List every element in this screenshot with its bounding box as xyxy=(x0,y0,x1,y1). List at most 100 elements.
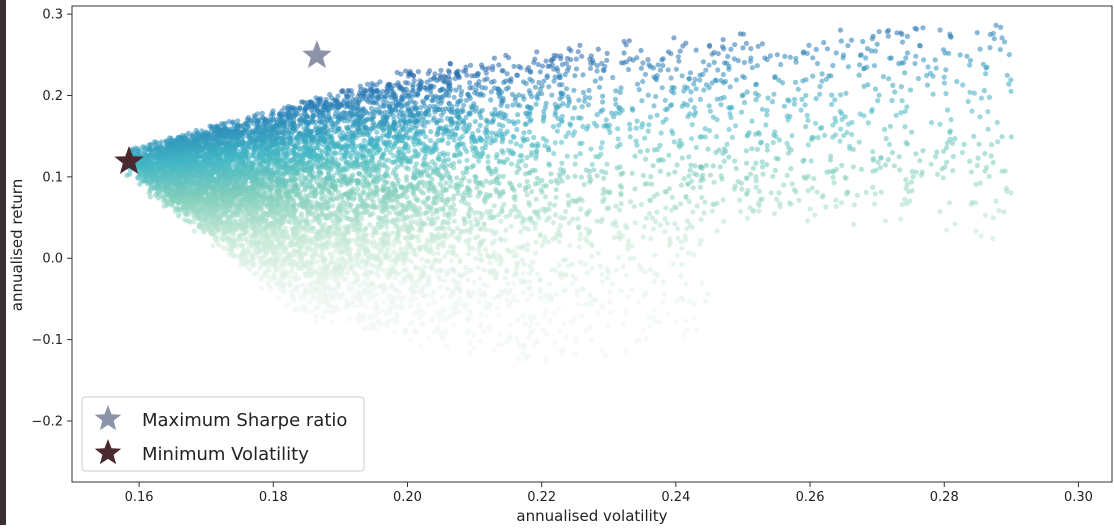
portfolio-point xyxy=(583,327,589,333)
portfolio-point xyxy=(689,122,695,128)
portfolio-point xyxy=(666,171,672,177)
portfolio-point xyxy=(389,317,395,323)
portfolio-point xyxy=(874,41,880,47)
portfolio-point xyxy=(639,98,645,104)
portfolio-point xyxy=(703,162,709,168)
portfolio-point xyxy=(504,71,510,77)
portfolio-point xyxy=(297,296,303,302)
portfolio-point xyxy=(609,281,616,287)
portfolio-point xyxy=(648,236,654,242)
portfolio-point xyxy=(620,170,626,176)
portfolio-point xyxy=(560,101,566,107)
portfolio-point xyxy=(542,194,549,200)
portfolio-point xyxy=(567,121,573,127)
portfolio-point xyxy=(408,219,414,225)
portfolio-point xyxy=(595,310,601,316)
portfolio-point xyxy=(774,52,780,58)
portfolio-point xyxy=(850,221,857,228)
portfolio-point xyxy=(521,350,527,357)
portfolio-point xyxy=(397,194,403,200)
portfolio-point xyxy=(564,153,571,159)
portfolio-point xyxy=(702,199,708,205)
portfolio-point xyxy=(833,197,839,203)
portfolio-point xyxy=(654,112,660,118)
portfolio-point xyxy=(645,128,651,134)
portfolio-point xyxy=(770,139,776,146)
portfolio-point xyxy=(952,136,958,142)
portfolio-point xyxy=(505,281,511,287)
portfolio-point xyxy=(988,153,994,159)
portfolio-point xyxy=(759,106,766,112)
portfolio-point xyxy=(658,130,664,136)
portfolio-point xyxy=(726,63,732,69)
portfolio-point xyxy=(478,338,484,344)
portfolio-point xyxy=(313,314,319,320)
portfolio-point xyxy=(483,70,489,76)
portfolio-point xyxy=(589,265,595,271)
portfolio-point xyxy=(898,84,905,90)
portfolio-point xyxy=(313,200,319,206)
portfolio-point xyxy=(489,240,495,247)
portfolio-point xyxy=(581,98,588,104)
portfolio-point xyxy=(886,141,893,147)
portfolio-point xyxy=(516,356,522,362)
portfolio-point xyxy=(573,153,579,160)
portfolio-point xyxy=(882,162,889,168)
portfolio-point xyxy=(423,134,429,140)
portfolio-point xyxy=(558,91,564,97)
portfolio-point xyxy=(508,223,514,229)
portfolio-point xyxy=(765,95,771,101)
portfolio-point xyxy=(821,39,827,46)
portfolio-point xyxy=(973,181,979,187)
portfolio-point xyxy=(990,215,996,221)
portfolio-point xyxy=(371,151,377,157)
portfolio-point xyxy=(556,122,562,128)
portfolio-point xyxy=(510,102,516,108)
portfolio-point xyxy=(471,345,477,351)
portfolio-point xyxy=(525,241,531,247)
portfolio-point xyxy=(760,171,766,177)
portfolio-point xyxy=(527,279,533,285)
portfolio-point xyxy=(851,202,858,208)
portfolio-point xyxy=(474,185,480,191)
portfolio-point xyxy=(541,314,547,320)
portfolio-point xyxy=(654,319,660,325)
portfolio-point xyxy=(831,180,837,186)
portfolio-point xyxy=(559,61,566,68)
portfolio-point xyxy=(488,89,494,95)
portfolio-point xyxy=(684,327,690,333)
portfolio-point xyxy=(809,185,815,191)
portfolio-point xyxy=(946,200,953,206)
portfolio-point xyxy=(641,293,647,299)
portfolio-point xyxy=(539,63,546,69)
portfolio-point xyxy=(651,278,657,285)
portfolio-point xyxy=(943,90,949,97)
portfolio-point xyxy=(598,151,604,157)
portfolio-point xyxy=(861,83,867,89)
portfolio-point xyxy=(299,282,306,288)
portfolio-point xyxy=(594,173,600,179)
portfolio-point xyxy=(721,60,728,66)
portfolio-point xyxy=(539,242,545,249)
portfolio-point xyxy=(518,143,524,149)
portfolio-point xyxy=(614,144,621,150)
portfolio-point xyxy=(559,82,565,88)
portfolio-point xyxy=(994,119,1000,126)
portfolio-point xyxy=(450,267,456,273)
portfolio-point xyxy=(463,238,469,244)
portfolio-point xyxy=(438,67,444,73)
portfolio-point xyxy=(702,298,709,304)
portfolio-point xyxy=(726,105,732,111)
portfolio-point xyxy=(488,228,494,234)
portfolio-point xyxy=(431,299,437,305)
portfolio-point xyxy=(965,98,971,105)
portfolio-point xyxy=(507,212,513,218)
portfolio-point xyxy=(467,339,473,345)
portfolio-point xyxy=(546,206,552,212)
portfolio-point xyxy=(679,73,685,79)
portfolio-point xyxy=(491,203,497,209)
portfolio-point xyxy=(478,215,484,221)
portfolio-point xyxy=(881,126,888,132)
portfolio-point xyxy=(659,85,665,91)
portfolio-point xyxy=(878,189,884,195)
